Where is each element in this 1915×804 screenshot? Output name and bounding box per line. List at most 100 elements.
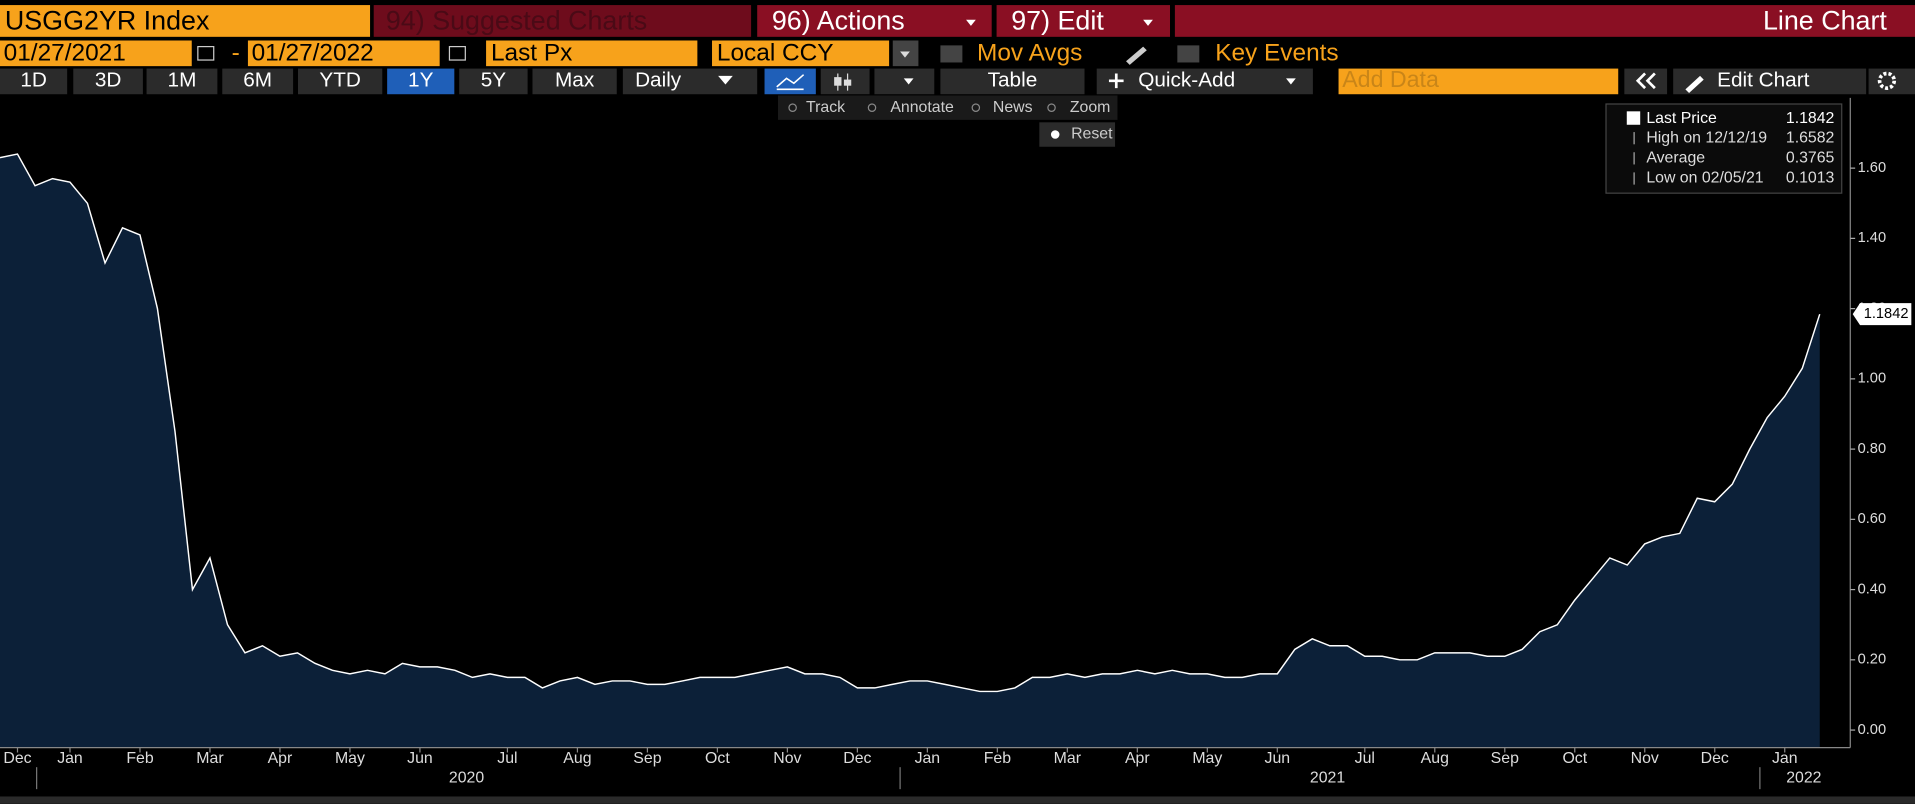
x-tick-label: Oct — [1562, 750, 1587, 767]
end-date: 01/27/2022 — [252, 39, 374, 66]
period-label: 1D — [20, 68, 47, 91]
reset-icon — [1050, 130, 1060, 139]
x-tick-label: Mar — [196, 750, 224, 767]
x-tick-label: Nov — [1631, 750, 1659, 767]
actions: 96) Actions — [772, 5, 905, 35]
start-date: 01/27/2021 — [4, 39, 126, 66]
field: Last Px — [491, 39, 572, 66]
title-bar — [1174, 5, 1915, 37]
suggested-button[interactable] — [373, 5, 752, 37]
frequency-button[interactable] — [622, 68, 758, 95]
table-button[interactable] — [940, 68, 1085, 95]
x-tick-label: May — [335, 750, 365, 767]
plus-icon — [1108, 73, 1124, 89]
period-button[interactable] — [387, 68, 455, 95]
period-button[interactable] — [146, 68, 218, 95]
legend-box — [1605, 103, 1843, 194]
x-tick-label: Mar — [1054, 750, 1082, 767]
date-dash: - — [232, 39, 240, 66]
mov-avgs-checkbox[interactable] — [940, 45, 963, 63]
x-tick-label: Apr — [1125, 750, 1150, 767]
security: USGG2YR Index — [5, 5, 210, 35]
x-tick-label: Jan — [57, 750, 83, 767]
dropdown-arrow — [1143, 19, 1153, 26]
period-button[interactable] — [222, 68, 294, 95]
period-label: 5Y — [481, 68, 507, 91]
add-data: Add Data — [1342, 66, 1439, 92]
mov-avgs: Mov Avgs — [977, 39, 1082, 66]
x-tick-label: Aug — [1421, 750, 1449, 767]
y-tick-label: 0.20 — [1858, 652, 1887, 668]
price-line — [0, 153, 1821, 693]
legend-swatch — [1626, 111, 1641, 125]
legend-value: 0.3765 — [1786, 150, 1835, 167]
x-tick-label: Jun — [1265, 750, 1291, 767]
legend-label: High on 12/12/19 — [1646, 129, 1767, 146]
area-fill — [0, 154, 1820, 748]
add-data-field[interactable] — [1338, 68, 1619, 95]
x-tick-label: Jun — [407, 750, 433, 767]
quick-add-button[interactable] — [1096, 68, 1313, 95]
settings-button[interactable] — [1868, 68, 1915, 95]
period-label: 1M — [168, 68, 197, 91]
tool-icon — [1047, 103, 1056, 112]
x-tick-label: Feb — [126, 750, 154, 767]
year-label: 2022 — [1786, 769, 1821, 786]
period-button[interactable] — [532, 68, 617, 95]
price-tag — [1852, 303, 1912, 326]
legend-value: 1.6582 — [1786, 129, 1835, 146]
y-tick-label: 0.80 — [1858, 441, 1887, 457]
edit: 97) Edit — [1011, 5, 1104, 35]
y-tick-label: 1.40 — [1858, 230, 1887, 246]
tool-button[interactable]: Zoom — [1070, 99, 1111, 116]
x-tick-label: Nov — [773, 750, 801, 767]
dropdown-arrow — [1286, 78, 1296, 85]
x-tick-label: Apr — [268, 750, 293, 767]
tool-icon — [867, 103, 877, 112]
actions-button[interactable] — [757, 5, 992, 37]
start-date-field[interactable] — [0, 40, 192, 67]
tool-button[interactable]: Track — [806, 99, 845, 116]
calendar-icon — [448, 45, 466, 61]
security-field[interactable] — [0, 5, 371, 37]
y-tick-label: 0.40 — [1858, 581, 1887, 597]
reset: Reset — [1071, 126, 1113, 143]
x-tick-label: Jan — [915, 750, 941, 767]
pencil-icon — [1685, 75, 1704, 94]
period-button[interactable] — [0, 68, 68, 95]
x-tick-label: Sep — [633, 750, 661, 767]
period-button[interactable] — [73, 68, 143, 95]
tool-button[interactable]: News — [993, 99, 1033, 116]
key-events-checkbox[interactable] — [1177, 45, 1200, 63]
currency-select[interactable] — [712, 40, 890, 67]
x-tick-label: Feb — [984, 750, 1012, 767]
year-label: 2021 — [1310, 769, 1345, 786]
pencil-icon — [1126, 46, 1147, 65]
line-icon — [776, 74, 805, 91]
field-select[interactable] — [486, 40, 698, 67]
candle-icon — [834, 77, 842, 86]
end-date-field[interactable] — [247, 40, 440, 67]
calendar-icon — [197, 45, 215, 61]
style-dropdown[interactable] — [874, 68, 935, 95]
legend-value: 0.1013 — [1786, 170, 1835, 187]
x-tick-label: Oct — [705, 750, 730, 767]
frequency: Daily — [635, 68, 682, 91]
key-events: Key Events — [1215, 39, 1338, 66]
edit-button[interactable] — [996, 5, 1171, 37]
edit-chart-button[interactable] — [1673, 68, 1867, 95]
legend-value: 1.1842 — [1786, 110, 1835, 127]
tool-button[interactable]: Annotate — [890, 99, 954, 116]
tools-bar — [777, 95, 1118, 120]
x-tick-label: Dec — [3, 750, 31, 767]
dropdown-arrow — [900, 51, 910, 58]
period-button[interactable] — [459, 68, 528, 95]
x-tick-label: Sep — [1491, 750, 1519, 767]
candle-icon — [843, 79, 852, 86]
period-button[interactable] — [297, 68, 383, 95]
collapse-button[interactable] — [1624, 68, 1668, 95]
y-tick-label: 1.60 — [1858, 160, 1887, 176]
tool-icon — [788, 103, 797, 112]
period-label: Max — [555, 68, 595, 91]
